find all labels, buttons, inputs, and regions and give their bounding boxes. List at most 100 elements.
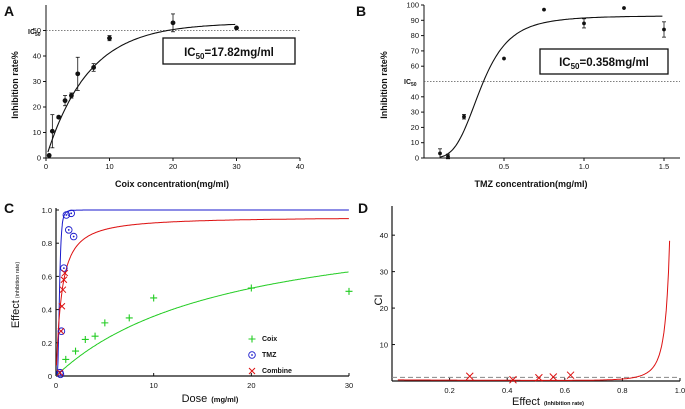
panel-d-y-tick-label: 10 xyxy=(380,341,388,350)
combine-data-point xyxy=(56,369,64,377)
panel-a-data-point xyxy=(107,35,112,41)
panel-c-y-tick-label: 0.2 xyxy=(42,339,52,348)
panel-a-ic-text: IC xyxy=(28,29,35,36)
panel-b-data-point xyxy=(622,6,626,10)
panel-a-annotation-value: =17.82mg/ml xyxy=(205,47,274,59)
panel-b-data-point xyxy=(582,21,586,26)
panel-d-data-point xyxy=(535,373,543,382)
panel-b-annotation-value: =0.358mg/ml xyxy=(580,57,649,69)
panel-d-x-label: Effect xyxy=(512,396,540,408)
panel-b-y-tick-label: 90 xyxy=(411,16,419,25)
combine-data-point xyxy=(60,276,68,284)
combine-data-point xyxy=(58,302,66,310)
panel-d-chart: 0.2 0.4 0.6 0.8 1.0 10 20 30 40 Effect (Inhibitio… xyxy=(373,206,685,408)
panel-d-data-point xyxy=(465,372,474,381)
panel-d-marks xyxy=(392,240,680,384)
combine-data-point xyxy=(57,327,65,335)
panel-b-x-axis-title: TMZ concentration(mg/ml) xyxy=(475,179,588,189)
panel-a-y-tick-label: 40 xyxy=(33,52,41,61)
panel-c-y-unit: (inhibition rate) xyxy=(15,262,21,299)
panel-a-annotation: IC50=17.82mg/ml xyxy=(184,47,274,61)
tmz-data-point-center xyxy=(65,214,68,216)
tmz-fit-curve xyxy=(56,209,349,377)
panel-d-y-tick-label: 30 xyxy=(380,268,388,277)
panel-b-x-tick-label: 1.0 xyxy=(579,162,589,171)
panel-a-x-tick-label: 0 xyxy=(44,162,48,171)
panel-a-annotation-sub: 50 xyxy=(196,52,205,61)
panel-a-annotation-prefix: IC xyxy=(184,47,196,59)
panel-d-x-tick-label: 0.2 xyxy=(444,386,454,395)
panel-letter-b: B xyxy=(356,3,366,19)
panel-b-y-tick-label: 60 xyxy=(411,62,419,71)
legend-marker-coix xyxy=(248,335,256,343)
panel-d-data-point xyxy=(549,373,558,381)
panel-d-data-point xyxy=(509,375,517,384)
panel-a-marks xyxy=(46,13,300,158)
panel-a-y-tick-label: 30 xyxy=(33,77,41,86)
panel-b-y-tick-label: 30 xyxy=(411,108,419,117)
panel-c-y-tick-label: 0.8 xyxy=(42,239,52,248)
panel-b-annotation-prefix: IC xyxy=(559,57,571,69)
panel-c-x-unit: (mg/ml) xyxy=(211,395,239,404)
panel-a-data-point xyxy=(75,71,81,77)
panel-letter-a: A xyxy=(4,3,14,19)
panel-b-ic-sub: 50 xyxy=(411,82,417,88)
panel-c-y-axis-title: Effect(inhibition rate) xyxy=(10,262,22,328)
panel-b-x-tick-label: 0.5 xyxy=(499,162,509,171)
panel-b-annotation-box xyxy=(539,48,669,75)
coix-data-point xyxy=(101,319,109,327)
panel-c-axes: 0 10 20 30 0 0.2 0.4 0.6 0.8 1.0 xyxy=(42,206,354,390)
panel-a-data-point xyxy=(91,65,97,70)
tmz-data-point xyxy=(57,327,66,335)
panel-b-y-tick-label: 20 xyxy=(411,123,419,132)
panel-d-y-tick-label: 40 xyxy=(380,231,388,240)
panel-d-y-tick-label: 20 xyxy=(380,304,388,313)
coix-data-point xyxy=(81,335,89,343)
panel-a-data-point xyxy=(62,98,68,104)
panel-c-x-tick-label: 0 xyxy=(54,381,58,390)
panel-c-x-tick-label: 20 xyxy=(247,381,255,390)
panel-d-x-tick-label: 0.8 xyxy=(617,386,627,395)
panel-a-chart: 0 10 20 30 40 0 10 20 30 40 50 Coix concentration(… xyxy=(10,5,304,189)
tmz-data-point-center xyxy=(67,229,70,231)
panel-b-fit-curve xyxy=(439,15,663,158)
combine-data-point xyxy=(59,286,67,294)
panel-d-axes: 0.2 0.4 0.6 0.8 1.0 10 20 30 40 xyxy=(380,206,685,395)
panel-a-data-point xyxy=(56,114,62,120)
combine-fit-curve xyxy=(56,218,349,366)
panel-c-x-axis-title: Dose (mg/ml) xyxy=(182,393,239,405)
panel-b-annotation-sub: 50 xyxy=(571,62,580,71)
panel-a-axes: 0 10 20 30 40 0 10 20 30 40 50 xyxy=(33,5,304,171)
panel-b-data-point xyxy=(438,151,442,156)
panel-c-x-label: Dose xyxy=(182,393,208,405)
panel-d-data-point xyxy=(566,371,575,380)
panel-a-y-axis-title: Inhibition rate% xyxy=(10,51,20,119)
panel-c-y-tick-label: 0.6 xyxy=(42,272,52,281)
coix-data-point xyxy=(72,347,80,355)
panel-c-marks xyxy=(56,209,353,379)
panel-b-y-axis-title: Inhibition rate% xyxy=(379,51,389,119)
panel-b-annotation: IC50=0.358mg/ml xyxy=(559,57,649,71)
coix-data-point xyxy=(150,294,158,302)
panel-d-ci-curve xyxy=(397,240,671,381)
tmz-data-point-center xyxy=(62,267,65,269)
coix-data-point xyxy=(125,314,133,322)
panel-b-y-tick-label: 10 xyxy=(411,138,419,147)
panel-b-axes: 0.5 1.0 1.5 0 10 20 30 40 60 70 80 90 100 xyxy=(406,1,680,171)
panel-d-y-axis-title: CI xyxy=(373,295,385,306)
panel-a-data-point xyxy=(49,128,55,134)
panel-a-fit-curve xyxy=(47,23,236,153)
panel-c-y-tick-label: 0 xyxy=(48,372,52,381)
panel-b-y-tick-label: 100 xyxy=(406,1,419,10)
panel-a-y-tick-label: 10 xyxy=(33,128,41,137)
panel-b-data-point xyxy=(662,27,666,32)
panel-a-x-tick-label: 20 xyxy=(169,162,177,171)
panel-b-ic-label: IC50 xyxy=(404,79,417,88)
panel-a-y-tick-label: 20 xyxy=(33,103,41,112)
panel-a-data-point xyxy=(234,25,239,31)
panel-c-x-tick-label: 30 xyxy=(345,381,353,390)
panel-a-data-point xyxy=(170,20,176,26)
panel-a-data-point xyxy=(69,93,74,98)
legend-label-tmz: TMZ xyxy=(262,352,277,359)
panel-a-x-tick-label: 30 xyxy=(232,162,240,171)
